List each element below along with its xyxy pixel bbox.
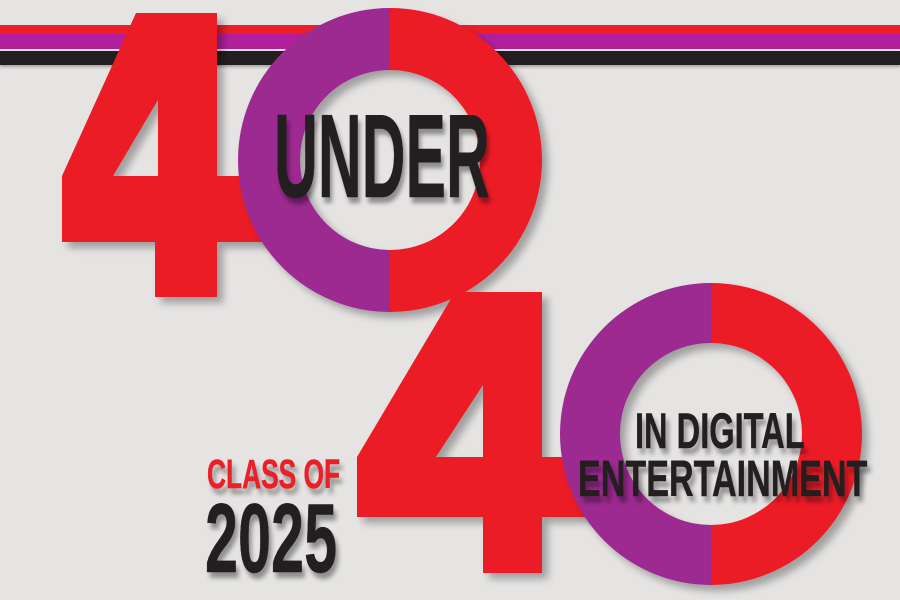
numeral-4-top [62,13,284,297]
line-in-digital: IN DIGITAL [635,403,805,459]
donut-zero-bottom-left-half [560,283,711,585]
numeral-4-top-glyph [62,13,284,297]
donut-zero-bottom [560,283,862,585]
word-under: UNDER [274,90,490,223]
donut-zero-top-right-half [390,8,542,312]
class-of-year: 2025 [205,483,338,593]
numeral-4-bottom-glyph [357,292,612,573]
numeral-4-bottom [357,292,612,573]
donut-zero-top [238,8,542,312]
line-entertainment: ENTERTAINMENT [578,450,868,507]
donut-zero-bottom-right-half [711,283,862,585]
class-of-label: CLASS OF [207,451,341,497]
donut-zero-top-left-half [238,8,390,312]
